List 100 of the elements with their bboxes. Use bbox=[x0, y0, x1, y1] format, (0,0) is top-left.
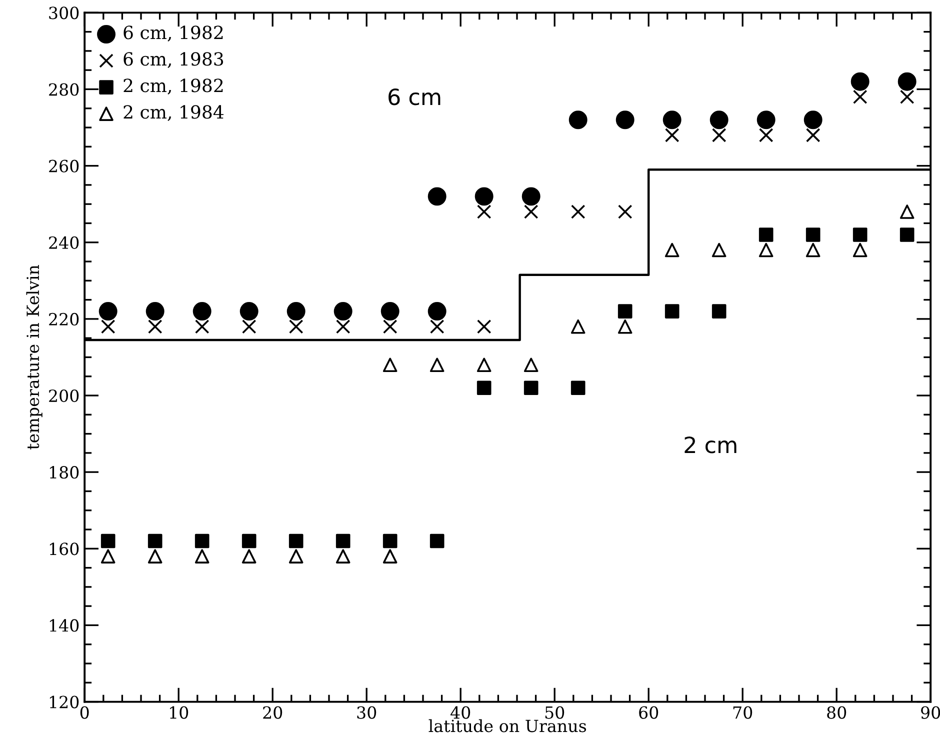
point bbox=[662, 110, 682, 130]
point bbox=[804, 110, 822, 130]
point bbox=[712, 242, 726, 258]
point bbox=[524, 204, 538, 219]
point bbox=[524, 380, 538, 396]
point bbox=[524, 358, 538, 372]
point bbox=[618, 319, 632, 334]
point bbox=[568, 110, 588, 130]
point bbox=[286, 302, 306, 321]
x-tick-label: 50 bbox=[545, 706, 564, 719]
point bbox=[382, 534, 398, 548]
point bbox=[570, 319, 586, 334]
point bbox=[100, 534, 116, 548]
point bbox=[430, 358, 444, 372]
point bbox=[334, 302, 352, 321]
point bbox=[194, 319, 210, 334]
point bbox=[806, 128, 820, 142]
point bbox=[100, 549, 116, 564]
y-axis-title: temperature in Kelvin bbox=[26, 264, 42, 450]
y-tick-label: 260 bbox=[49, 160, 79, 172]
point bbox=[194, 534, 210, 548]
point bbox=[850, 72, 870, 91]
point bbox=[100, 319, 116, 334]
point bbox=[476, 358, 492, 372]
point bbox=[194, 549, 210, 564]
point bbox=[806, 228, 820, 242]
annotation: 6 cm bbox=[388, 88, 440, 106]
point bbox=[898, 72, 916, 91]
point bbox=[522, 187, 540, 206]
legend-label: 6 cm, 1982 bbox=[124, 26, 223, 42]
point bbox=[380, 302, 400, 321]
point bbox=[758, 128, 774, 142]
point bbox=[148, 534, 162, 548]
point bbox=[618, 204, 632, 219]
point bbox=[900, 204, 914, 219]
point bbox=[618, 304, 632, 318]
point bbox=[288, 319, 304, 334]
point bbox=[756, 110, 776, 130]
point bbox=[382, 358, 398, 372]
point bbox=[242, 534, 256, 548]
point bbox=[616, 110, 634, 130]
point bbox=[758, 242, 774, 258]
point bbox=[192, 302, 212, 321]
point bbox=[98, 302, 118, 321]
point bbox=[758, 228, 774, 242]
point bbox=[900, 90, 914, 104]
point bbox=[336, 319, 350, 334]
point bbox=[382, 549, 398, 564]
x-tick-label: 30 bbox=[357, 706, 376, 719]
point bbox=[430, 534, 444, 548]
point bbox=[664, 242, 680, 258]
x-tick-label: 70 bbox=[733, 706, 752, 719]
point bbox=[242, 319, 256, 334]
y-tick-label: 120 bbox=[50, 696, 79, 708]
x-tick-label: 20 bbox=[263, 706, 282, 719]
y-tick-label: 240 bbox=[49, 236, 79, 249]
y-tick-label: 160 bbox=[50, 542, 79, 556]
point bbox=[900, 228, 914, 242]
point bbox=[712, 128, 726, 142]
y-tick-label: 140 bbox=[50, 619, 79, 632]
point bbox=[712, 304, 726, 318]
point bbox=[664, 304, 680, 318]
y-tick-label: 300 bbox=[49, 6, 79, 20]
legend-label: 2 cm, 1984 bbox=[124, 105, 224, 121]
point bbox=[336, 549, 350, 564]
x-tick-label: 90 bbox=[921, 706, 940, 719]
point bbox=[570, 380, 586, 396]
point bbox=[382, 319, 398, 334]
point bbox=[288, 549, 304, 564]
x-tick-label: 10 bbox=[170, 706, 188, 719]
point bbox=[288, 534, 304, 548]
point bbox=[476, 380, 492, 396]
point bbox=[476, 204, 492, 219]
point bbox=[664, 128, 680, 142]
point bbox=[852, 90, 868, 104]
y-tick-label: 220 bbox=[49, 312, 79, 326]
point bbox=[240, 302, 258, 321]
x-tick-label: 0 bbox=[80, 706, 89, 719]
x-tick-label: 80 bbox=[827, 706, 846, 719]
x-axis-title: latitude on Uranus bbox=[428, 719, 586, 732]
point bbox=[148, 549, 162, 564]
point bbox=[428, 302, 446, 321]
point bbox=[476, 319, 492, 334]
legend-label: 6 cm, 1983 bbox=[124, 52, 224, 68]
point bbox=[336, 534, 350, 548]
y-tick-label: 200 bbox=[49, 389, 79, 402]
point bbox=[852, 242, 868, 258]
point bbox=[148, 319, 162, 334]
point bbox=[570, 204, 586, 219]
point bbox=[806, 242, 820, 258]
point bbox=[146, 302, 164, 321]
x-tick-label: 40 bbox=[450, 706, 470, 719]
point bbox=[430, 319, 444, 334]
y-tick-label: 180 bbox=[50, 466, 79, 479]
y-tick-label: 280 bbox=[49, 83, 79, 96]
point bbox=[474, 187, 494, 206]
point bbox=[852, 228, 868, 242]
x-tick-label: 60 bbox=[639, 706, 658, 719]
point bbox=[428, 187, 446, 206]
legend-label: 2 cm, 1982 bbox=[124, 78, 223, 94]
